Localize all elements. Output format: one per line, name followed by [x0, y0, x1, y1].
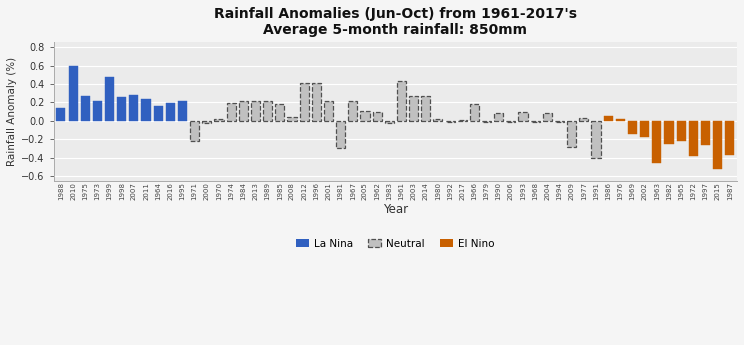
Bar: [543, 114, 552, 121]
Bar: [701, 121, 710, 145]
Bar: [166, 103, 175, 121]
Bar: [348, 100, 357, 121]
Bar: [469, 104, 479, 121]
Bar: [360, 111, 370, 121]
Bar: [93, 101, 102, 121]
Bar: [227, 103, 236, 121]
Bar: [628, 121, 637, 134]
Bar: [494, 112, 503, 121]
Bar: [385, 121, 394, 122]
Bar: [154, 106, 163, 121]
Bar: [324, 100, 333, 121]
Bar: [603, 116, 613, 121]
Bar: [178, 100, 187, 121]
Bar: [129, 95, 138, 121]
Bar: [397, 81, 406, 121]
Legend: La Nina, Neutral, El Nino: La Nina, Neutral, El Nino: [292, 235, 498, 253]
Title: Rainfall Anomalies (Jun-Oct) from 1961-2017's
Average 5-month rainfall: 850mm: Rainfall Anomalies (Jun-Oct) from 1961-2…: [214, 7, 577, 37]
Bar: [713, 121, 722, 169]
Bar: [640, 121, 650, 137]
Bar: [725, 121, 734, 155]
Bar: [591, 121, 600, 158]
Bar: [57, 108, 65, 121]
Bar: [446, 121, 455, 122]
Bar: [507, 121, 516, 122]
Bar: [263, 101, 272, 121]
Bar: [190, 121, 199, 141]
Bar: [458, 120, 466, 121]
Bar: [300, 83, 309, 121]
Y-axis label: Rainfall Anomaly (%): Rainfall Anomaly (%): [7, 57, 17, 166]
Bar: [336, 121, 345, 148]
Bar: [239, 100, 248, 121]
Bar: [616, 119, 625, 121]
Bar: [141, 99, 150, 121]
Bar: [421, 96, 430, 121]
Bar: [433, 119, 443, 121]
Bar: [251, 100, 260, 121]
Bar: [117, 97, 126, 121]
Bar: [555, 121, 564, 122]
Bar: [676, 121, 686, 141]
Bar: [68, 66, 77, 121]
Bar: [580, 118, 589, 121]
Bar: [373, 111, 382, 121]
Bar: [287, 117, 297, 121]
Bar: [689, 121, 698, 156]
Bar: [312, 83, 321, 121]
Bar: [530, 121, 539, 122]
Bar: [482, 121, 491, 122]
Bar: [652, 121, 661, 163]
X-axis label: Year: Year: [382, 203, 408, 216]
Bar: [105, 78, 114, 121]
Bar: [80, 96, 90, 121]
Bar: [664, 121, 673, 144]
Bar: [519, 111, 527, 121]
Bar: [567, 121, 577, 147]
Bar: [409, 96, 418, 121]
Bar: [275, 104, 284, 121]
Bar: [202, 121, 211, 122]
Bar: [214, 119, 224, 121]
